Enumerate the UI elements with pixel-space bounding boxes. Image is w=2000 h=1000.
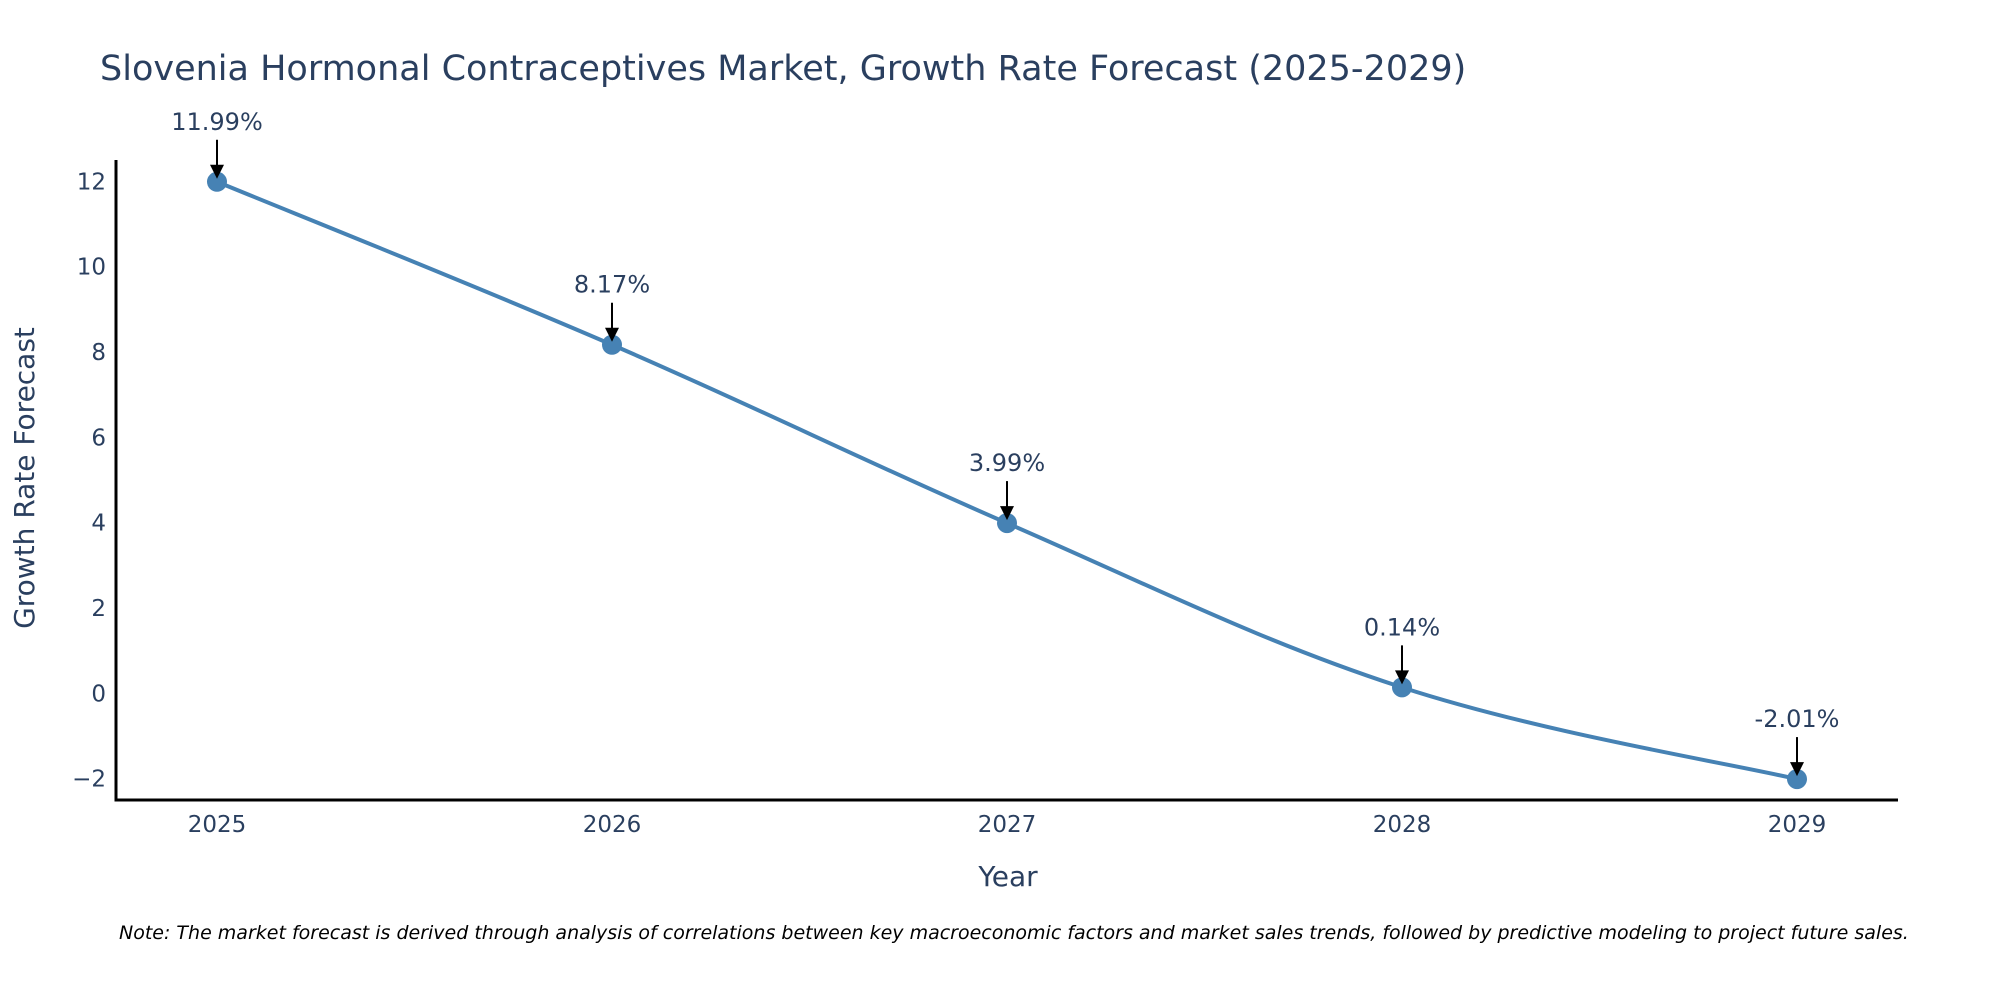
data-point — [1392, 677, 1412, 698]
footnote: Note: The market forecast is derived thr… — [119, 922, 1909, 944]
annotation-arrow-head — [605, 327, 619, 342]
data-label: 8.17% — [574, 271, 650, 299]
data-point — [997, 513, 1017, 534]
data-label: 3.99% — [969, 449, 1045, 477]
data-point — [602, 334, 622, 355]
y-tick-label: 8 — [91, 340, 106, 366]
y-tick-label: 12 — [77, 169, 106, 195]
y-tick-label: 2 — [91, 596, 106, 622]
x-tick-label: 2029 — [1768, 812, 1827, 838]
series-line — [216, 179, 1798, 782]
y-axis-ticks: −2 0 2 4 6 8 10 12 — [72, 169, 106, 792]
chart-title: Slovenia Hormonal Contraceptives Market,… — [100, 49, 1466, 89]
y-tick-label: 10 — [77, 255, 106, 281]
annotation-arrow-head — [1000, 506, 1014, 521]
data-point — [1787, 769, 1807, 790]
y-tick-label: −2 — [72, 767, 106, 793]
data-label: 0.14% — [1364, 613, 1440, 641]
data-point — [207, 171, 227, 192]
x-tick-label: 2026 — [583, 812, 642, 838]
x-tick-label: 2025 — [188, 812, 247, 838]
y-tick-label: 6 — [91, 425, 106, 451]
y-tick-label: 4 — [91, 511, 106, 537]
x-axis-title: Year — [977, 860, 1038, 893]
data-points — [207, 171, 1807, 790]
data-label: 11.99% — [171, 108, 263, 136]
data-annotations: 11.99% 8.17% 3.99% 0.14% -2.01% — [171, 108, 1840, 777]
y-tick-label: 0 — [91, 681, 106, 707]
x-tick-label: 2027 — [978, 812, 1037, 838]
annotation-arrow-head — [210, 164, 224, 179]
x-tick-label: 2028 — [1373, 812, 1432, 838]
y-axis-title: Growth Rate Forecast — [8, 327, 41, 629]
data-label: -2.01% — [1755, 705, 1840, 733]
annotation-arrow-head — [1790, 762, 1804, 777]
x-axis-ticks: 2025 2026 2027 2028 2029 — [188, 812, 1827, 838]
annotation-arrow-head — [1395, 670, 1409, 685]
